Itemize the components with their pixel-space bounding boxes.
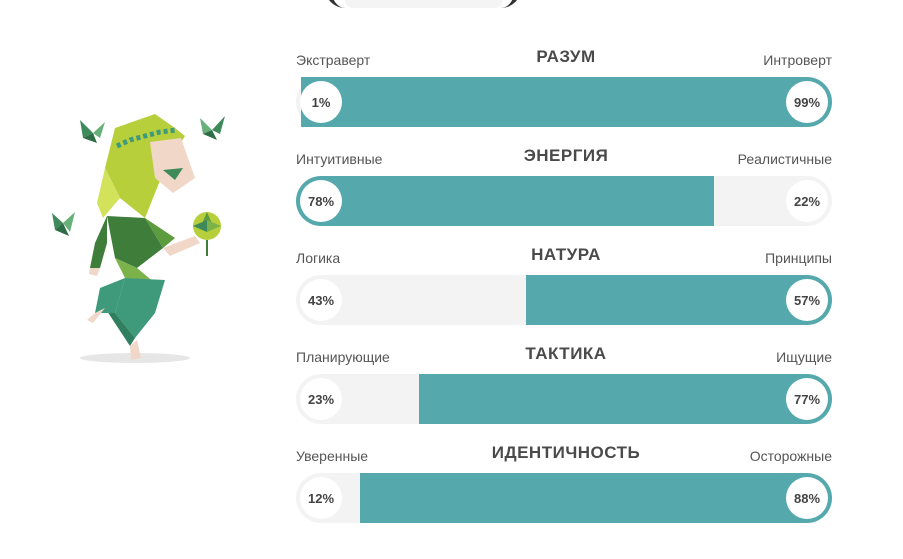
trait-left-label: Интуитивные <box>296 151 383 167</box>
trait-row-tactics: Планирующие ТАКТИКА Ищущие 23% 77% <box>296 344 836 434</box>
trait-right-label: Принципы <box>765 250 832 266</box>
trait-right-percent: 22% <box>786 180 828 222</box>
trait-right-label: Осторожные <box>749 448 832 464</box>
trait-title: ИДЕНТИЧНОСТЬ <box>491 443 641 462</box>
personality-character-illustration <box>52 114 225 363</box>
butterfly-icon <box>52 212 75 236</box>
trait-row-mind: Экстраверт РАЗУМ Интроверт 1% 99% <box>296 47 836 137</box>
trait-bar-fill <box>296 176 714 226</box>
trait-bar-fill <box>419 374 832 424</box>
trait-title: РАЗУМ <box>536 47 596 66</box>
trait-right-percent: 88% <box>786 477 828 519</box>
trait-left-percent: 23% <box>300 378 342 420</box>
trait-row-identity: Уверенные ИДЕНТИЧНОСТЬ Осторожные 12% 88… <box>296 443 836 533</box>
trait-right-label: Реалистичные <box>737 151 832 167</box>
trait-bar-fill <box>360 473 832 523</box>
trait-left-percent: 1% <box>300 81 342 123</box>
trait-left-percent: 12% <box>300 477 342 519</box>
trait-right-label: Интроверт <box>763 52 832 68</box>
trait-bar-fill <box>526 275 832 325</box>
trait-left-percent: 78% <box>300 180 342 222</box>
trait-right-label: Ищущие <box>776 349 832 365</box>
butterfly-icon <box>80 120 105 143</box>
trait-left-label: Логика <box>296 250 341 266</box>
trait-left-label: Планирующие <box>296 349 390 365</box>
trait-row-nature: Логика НАТУРА Принципы 43% 57% <box>296 245 836 335</box>
trait-left-percent: 43% <box>300 279 342 321</box>
top-heading-fragment-fill <box>345 0 503 8</box>
top-heading-fragment <box>325 0 521 8</box>
trait-right-percent: 99% <box>786 81 828 123</box>
trait-left-label: Экстраверт <box>296 52 371 68</box>
flower-icon <box>193 212 221 256</box>
trait-left-label: Уверенные <box>296 448 369 464</box>
trait-title: ТАКТИКА <box>525 344 607 363</box>
trait-bar-fill <box>301 77 832 127</box>
trait-title: ЭНЕРГИЯ <box>523 146 609 165</box>
trait-right-percent: 57% <box>786 279 828 321</box>
trait-title: НАТУРА <box>531 245 601 264</box>
trait-right-percent: 77% <box>786 378 828 420</box>
trait-row-energy: Интуитивные ЭНЕРГИЯ Реалистичные 78% 22% <box>296 146 836 236</box>
butterfly-icon <box>200 116 225 140</box>
